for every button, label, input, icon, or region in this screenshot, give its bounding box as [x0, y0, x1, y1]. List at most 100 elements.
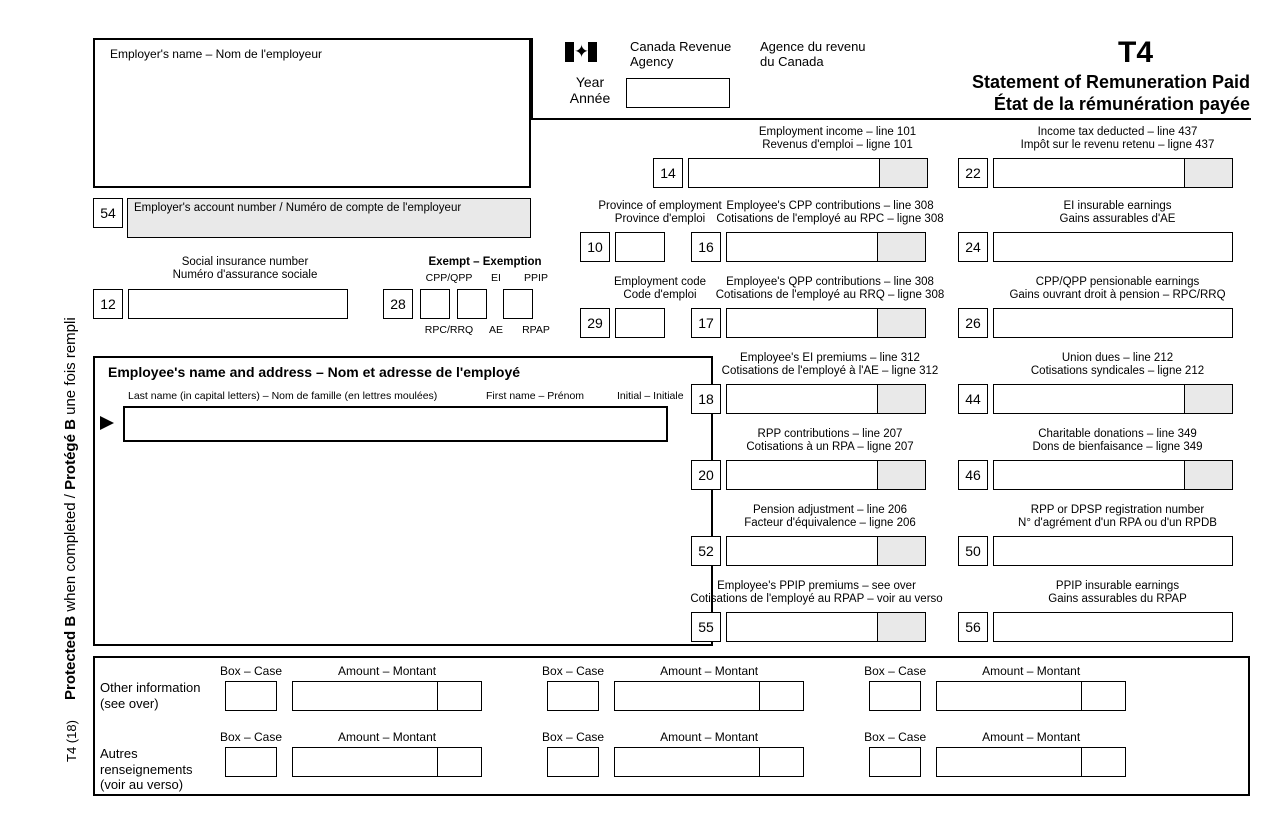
box-46-label: Charitable donations – line 349Dons de b…: [1000, 428, 1235, 454]
box-14-num: 14: [653, 158, 683, 188]
ppip-label: PPIP: [516, 272, 556, 284]
box-24: 24: [958, 232, 1233, 262]
box-52-label: Pension adjustment – line 206Facteur d'é…: [700, 504, 960, 530]
box-26-input[interactable]: [993, 308, 1233, 338]
other-box-1[interactable]: [225, 681, 277, 711]
box-14: 14: [653, 158, 928, 188]
other-amount-1[interactable]: [292, 681, 482, 711]
form-title-fr: État de la rémunération payée: [994, 94, 1250, 114]
box-56: 56: [958, 612, 1233, 642]
box-18: 18: [691, 384, 926, 414]
amount-label: Amount – Montant: [982, 730, 1080, 744]
exempt-label: Exempt – Exemption: [415, 256, 555, 269]
form-title-en: Statement of Remuneration Paid: [972, 72, 1250, 92]
box-52-input[interactable]: [726, 536, 926, 566]
other-info-title-en: Other information (see over): [100, 680, 215, 711]
box-29-input[interactable]: [615, 308, 665, 338]
box-17-num: 17: [691, 308, 721, 338]
box-52-num: 52: [691, 536, 721, 566]
box-16-num: 16: [691, 232, 721, 262]
box-case-label: Box – Case: [542, 664, 604, 678]
other-box-2[interactable]: [547, 681, 599, 711]
box-24-num: 24: [958, 232, 988, 262]
form-code-t4: T4: [1118, 36, 1153, 70]
box-46-num: 46: [958, 460, 988, 490]
box-14-label: Employment income – line 101Revenus d'em…: [720, 126, 955, 152]
year-input[interactable]: [626, 78, 730, 108]
other-amount-6[interactable]: [936, 747, 1126, 777]
box-22-label: Income tax deducted – line 437Impôt sur …: [1000, 126, 1235, 152]
box-16-input[interactable]: [726, 232, 926, 262]
other-amount-5[interactable]: [614, 747, 804, 777]
other-info-pair-3: Box – Case Amount – Montant: [864, 664, 1126, 711]
amount-label: Amount – Montant: [338, 664, 436, 678]
other-amount-2[interactable]: [614, 681, 804, 711]
sin-label-fr: Numéro d'assurance sociale: [173, 269, 318, 281]
ei-label: EI: [482, 272, 510, 284]
agency-fr-line2: du Canada: [760, 54, 824, 69]
amount-label: Amount – Montant: [660, 730, 758, 744]
exempt-cppqpp-input[interactable]: [420, 289, 450, 319]
other-amount-3[interactable]: [936, 681, 1126, 711]
employer-account-label: Employer's account number / Numéro de co…: [134, 202, 524, 215]
other-box-5[interactable]: [547, 747, 599, 777]
other-box-6[interactable]: [869, 747, 921, 777]
box-46: 46: [958, 460, 1233, 490]
box-29-num: 29: [580, 308, 610, 338]
exempt-bottom-labels: RPC/RRQ AE RPAP: [409, 324, 569, 336]
vertical-divider: [531, 38, 533, 120]
form-version: T4 (18): [64, 720, 79, 762]
exempt-ei-input[interactable]: [457, 289, 487, 319]
box-26-label: CPP/QPP pensionable earningsGains ouvran…: [985, 276, 1250, 302]
box-12: 12: [93, 289, 348, 319]
box-28: 28: [383, 289, 418, 319]
year-label: Year Année: [560, 74, 620, 106]
box-55-label: Employee's PPIP premiums – see overCotis…: [670, 580, 963, 606]
box-18-label: Employee's EI premiums – line 312Cotisat…: [700, 352, 960, 378]
rpcrrq-label: RPC/RRQ: [422, 324, 476, 336]
box-case-label: Box – Case: [220, 664, 282, 678]
box-55-input[interactable]: [726, 612, 926, 642]
arrow-icon: [100, 416, 114, 430]
box-22-num: 22: [958, 158, 988, 188]
form-title: Statement of Remuneration Paid État de l…: [910, 72, 1250, 115]
box-44-num: 44: [958, 384, 988, 414]
box-16: 16: [691, 232, 926, 262]
box-22-input[interactable]: [993, 158, 1233, 188]
when-completed-en: when completed /: [62, 490, 79, 616]
other-box-4[interactable]: [225, 747, 277, 777]
agency-en-line2: Agency: [630, 54, 673, 69]
other-info-title-fr: Autres renseignements (voir au verso): [100, 746, 215, 793]
cppqpp-label: CPP/QPP: [422, 272, 476, 284]
box-50-input[interactable]: [993, 536, 1233, 566]
box-14-input[interactable]: [688, 158, 928, 188]
box-56-input[interactable]: [993, 612, 1233, 642]
employee-name-input[interactable]: [123, 406, 668, 442]
protected-b-en: Protected B: [62, 616, 79, 700]
other-amount-4[interactable]: [292, 747, 482, 777]
other-box-3[interactable]: [869, 681, 921, 711]
year-en: Year: [576, 74, 604, 90]
box-case-label: Box – Case: [220, 730, 282, 744]
box-55-num: 55: [691, 612, 721, 642]
box-55: 55: [691, 612, 926, 642]
ae-label: AE: [482, 324, 510, 336]
box-17-input[interactable]: [726, 308, 926, 338]
cra-agency-en: Canada Revenue Agency: [630, 40, 731, 70]
box-18-input[interactable]: [726, 384, 926, 414]
other-info-row-2: Box – Case Amount – Montant Box – Case A…: [220, 730, 1235, 777]
other-info-pair-1: Box – Case Amount – Montant: [220, 664, 482, 711]
other-info-pair-2: Box – Case Amount – Montant: [542, 664, 804, 711]
box-54-num: 54: [93, 198, 123, 228]
box-46-input[interactable]: [993, 460, 1233, 490]
box-24-input[interactable]: [993, 232, 1233, 262]
box-20-label: RPP contributions – line 207Cotisations …: [700, 428, 960, 454]
employee-section-title: Employee's name and address – Nom et adr…: [108, 364, 668, 380]
box-26: 26: [958, 308, 1233, 338]
agency-fr-line1: Agence du revenu: [760, 39, 866, 54]
exempt-ppip-input[interactable]: [503, 289, 533, 319]
sin-input[interactable]: [128, 289, 348, 319]
box-44-input[interactable]: [993, 384, 1233, 414]
box-20-input[interactable]: [726, 460, 926, 490]
box-10-input[interactable]: [615, 232, 665, 262]
